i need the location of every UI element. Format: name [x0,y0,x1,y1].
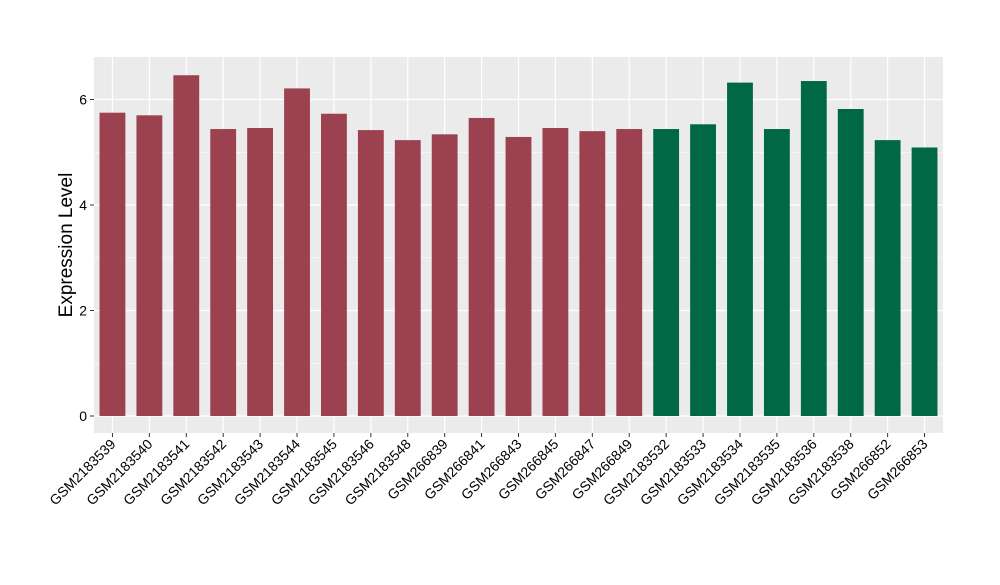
bar-GSM266852 [874,140,901,416]
x-axis: GSM2183539GSM2183540GSM2183541GSM2183542… [46,433,931,508]
bar-GSM266839 [431,134,458,416]
bar-GSM266843 [505,136,532,416]
y-axis-label: Expression Level [56,173,77,318]
bar-GSM2183539 [99,112,126,416]
bar-GSM2183545 [321,113,347,417]
bar-GSM266841 [468,117,495,417]
bar-GSM2183532 [653,129,680,417]
bar-GSM2183540 [136,115,163,416]
y-tick-label: 6 [79,92,87,108]
y-tick-label: 4 [79,197,87,213]
bar-GSM2183541 [173,75,200,417]
y-axis: 0 2 4 6 [79,92,94,424]
bar-GSM2183538 [837,108,864,417]
bar-GSM2183542 [210,129,237,417]
bar-GSM266849 [616,129,643,417]
y-tick-label: 2 [79,303,87,319]
bar-GSM2183544 [284,88,310,417]
bar-GSM2183535 [763,129,790,417]
bar-GSM2183543 [247,127,274,417]
bar-GSM2183533 [690,124,716,416]
bar-GSM266845 [542,127,569,417]
bar-GSM2183536 [800,81,827,416]
bars [99,75,938,417]
bar-GSM266853 [911,147,938,416]
bar-GSM2183534 [727,82,753,417]
y-tick-label: 0 [79,408,87,424]
bar-GSM2183548 [394,140,421,416]
bar-GSM266847 [579,131,606,416]
bar-GSM2183546 [357,130,384,416]
